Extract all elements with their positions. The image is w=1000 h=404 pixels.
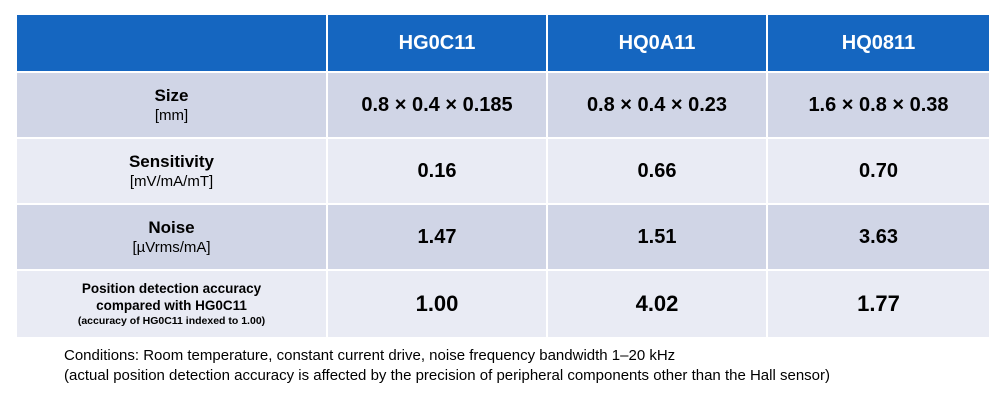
cell-noise-hq0a11: 1.51 xyxy=(548,205,766,269)
header-hq0a11: HQ0A11 xyxy=(548,15,766,71)
table-row-size: Size [mm] 0.8 × 0.4 × 0.185 0.8 × 0.4 × … xyxy=(17,73,989,137)
cell-size-hg0c11: 0.8 × 0.4 × 0.185 xyxy=(328,73,546,137)
table-row-accuracy: Position detection accuracy compared wit… xyxy=(17,271,989,337)
row-title: Noise xyxy=(148,217,195,237)
cell-accuracy-hq0a11: 4.02 xyxy=(548,271,766,337)
row-unit: [mm] xyxy=(154,106,189,124)
table-row-noise: Noise [µVrms/mA] 1.47 1.51 3.63 xyxy=(17,205,989,269)
cell-size-hq0a11: 0.8 × 0.4 × 0.23 xyxy=(548,73,766,137)
header-hg0c11: HG0C11 xyxy=(328,15,546,71)
row-label-accuracy: Position detection accuracy compared wit… xyxy=(17,271,326,337)
table-header-row: HG0C11 HQ0A11 HQ0811 xyxy=(17,15,989,71)
row-title-line2: compared with HG0C11 xyxy=(96,298,247,313)
cell-noise-hq0811: 3.63 xyxy=(768,205,989,269)
row-label-noise: Noise [µVrms/mA] xyxy=(17,205,326,269)
spec-comparison-table: HG0C11 HQ0A11 HQ0811 Size [mm] 0.8 × 0.4… xyxy=(15,13,991,339)
table-row-sensitivity: Sensitivity [mV/mA/mT] 0.16 0.66 0.70 xyxy=(17,139,989,203)
row-label-sensitivity: Sensitivity [mV/mA/mT] xyxy=(17,139,326,203)
cell-size-hq0811: 1.6 × 0.8 × 0.38 xyxy=(768,73,989,137)
header-corner-cell xyxy=(17,15,326,71)
cell-noise-hg0c11: 1.47 xyxy=(328,205,546,269)
row-title: Size xyxy=(154,85,189,105)
row-note: (accuracy of HG0C11 indexed to 1.00) xyxy=(77,315,266,327)
conditions-notes: Conditions: Room temperature, constant c… xyxy=(64,346,830,386)
cell-accuracy-hq0811: 1.77 xyxy=(768,271,989,337)
row-label-size: Size [mm] xyxy=(17,73,326,137)
cell-sensitivity-hg0c11: 0.16 xyxy=(328,139,546,203)
cell-sensitivity-hq0811: 0.70 xyxy=(768,139,989,203)
cell-sensitivity-hq0a11: 0.66 xyxy=(548,139,766,203)
row-unit: [mV/mA/mT] xyxy=(129,172,214,190)
cell-accuracy-hg0c11: 1.00 xyxy=(328,271,546,337)
row-unit: [µVrms/mA] xyxy=(132,238,211,256)
row-title-line1: Position detection accuracy xyxy=(81,281,262,296)
row-title: Sensitivity xyxy=(128,151,215,171)
header-hq0811: HQ0811 xyxy=(768,15,989,71)
conditions-line: Conditions: Room temperature, constant c… xyxy=(64,347,676,364)
accuracy-caveat-line: (actual position detection accuracy is a… xyxy=(64,367,830,384)
